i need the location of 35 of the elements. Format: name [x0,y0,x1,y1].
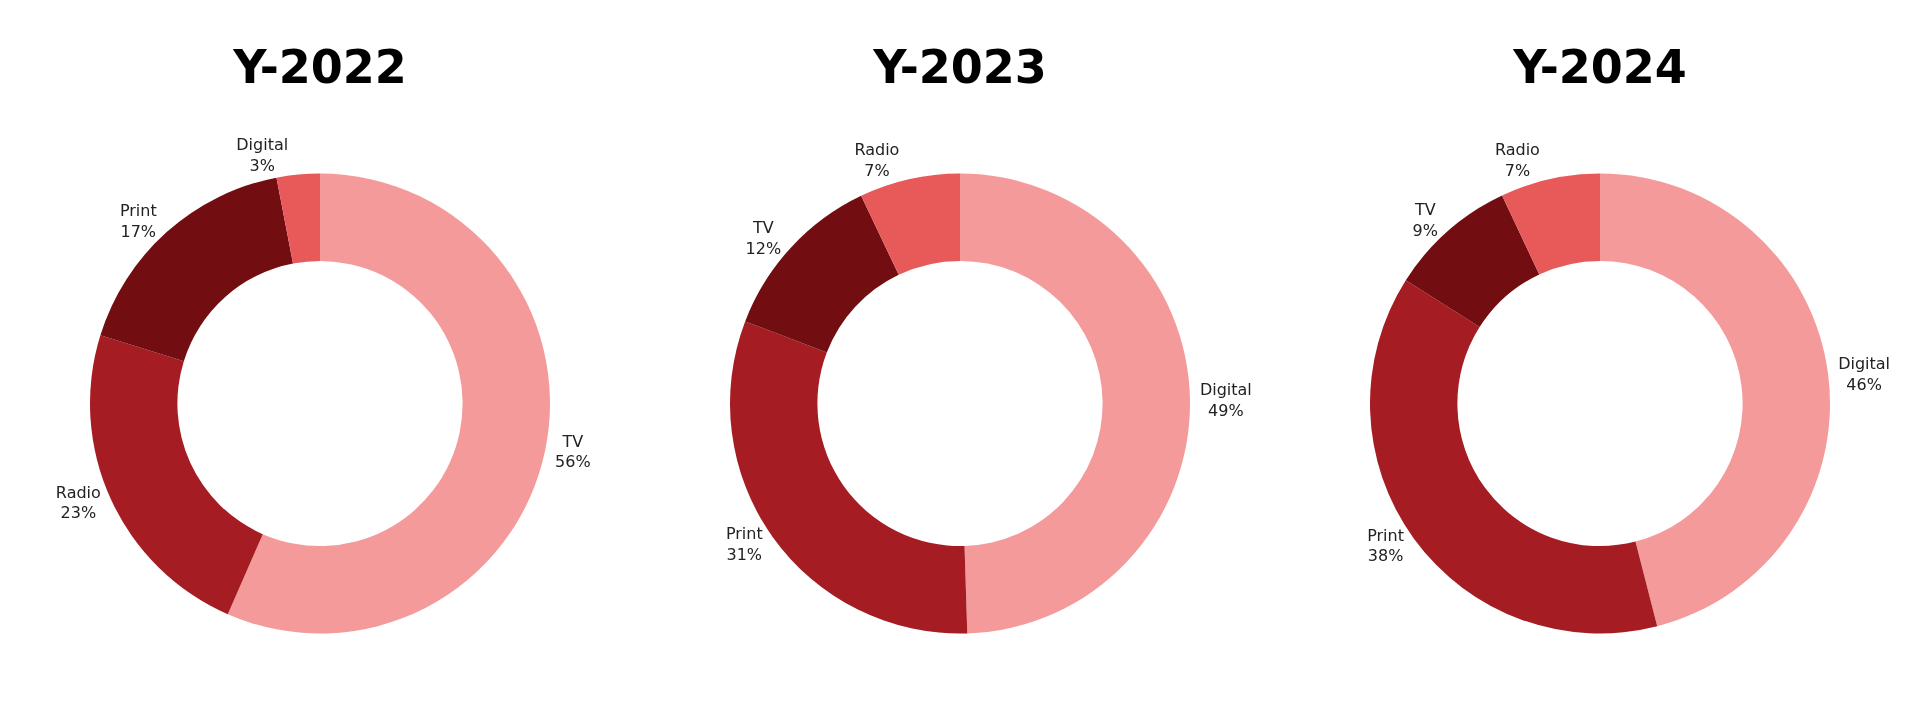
slice-label: Radio [854,140,900,160]
data-label: 17% [120,221,157,241]
donut-slice [1405,195,1540,328]
slice-label: Digital [1199,379,1252,399]
slice-label: Print [119,201,157,221]
data-label: 38% [1367,546,1404,566]
slice-label: Digital [236,134,289,154]
data-label: 7% [1504,160,1531,180]
chart-title: Y-2024 [1512,40,1687,95]
slice-label: Print [1367,525,1404,545]
donut-slice [100,177,294,362]
slice-label: Print [725,523,763,543]
donut-slice [227,173,550,634]
slice-label: TV [1413,199,1436,219]
chart-title: Y-2022 [232,40,407,95]
slice-label: Radio [55,482,101,502]
data-label: 31% [726,544,763,564]
slice-label: Digital [1838,354,1891,374]
donut-slice [745,195,899,353]
data-label: 3% [249,155,275,175]
data-label: 56% [555,452,591,472]
data-label: 9% [1412,220,1438,240]
slice-label: TV [561,431,584,451]
data-label: 46% [1846,375,1882,395]
data-label: 7% [864,161,890,181]
donut-slice [960,173,1190,634]
data-label: 12% [745,239,782,259]
donut-slice [276,173,320,264]
donut-slice [1370,280,1658,634]
donut-slice [1600,173,1830,627]
chart-title: Y-2023 [872,40,1047,95]
data-label: 49% [1208,400,1244,420]
data-label: 23% [60,503,97,523]
slice-label: TV [751,218,774,238]
slice-label: Radio [1494,140,1540,160]
